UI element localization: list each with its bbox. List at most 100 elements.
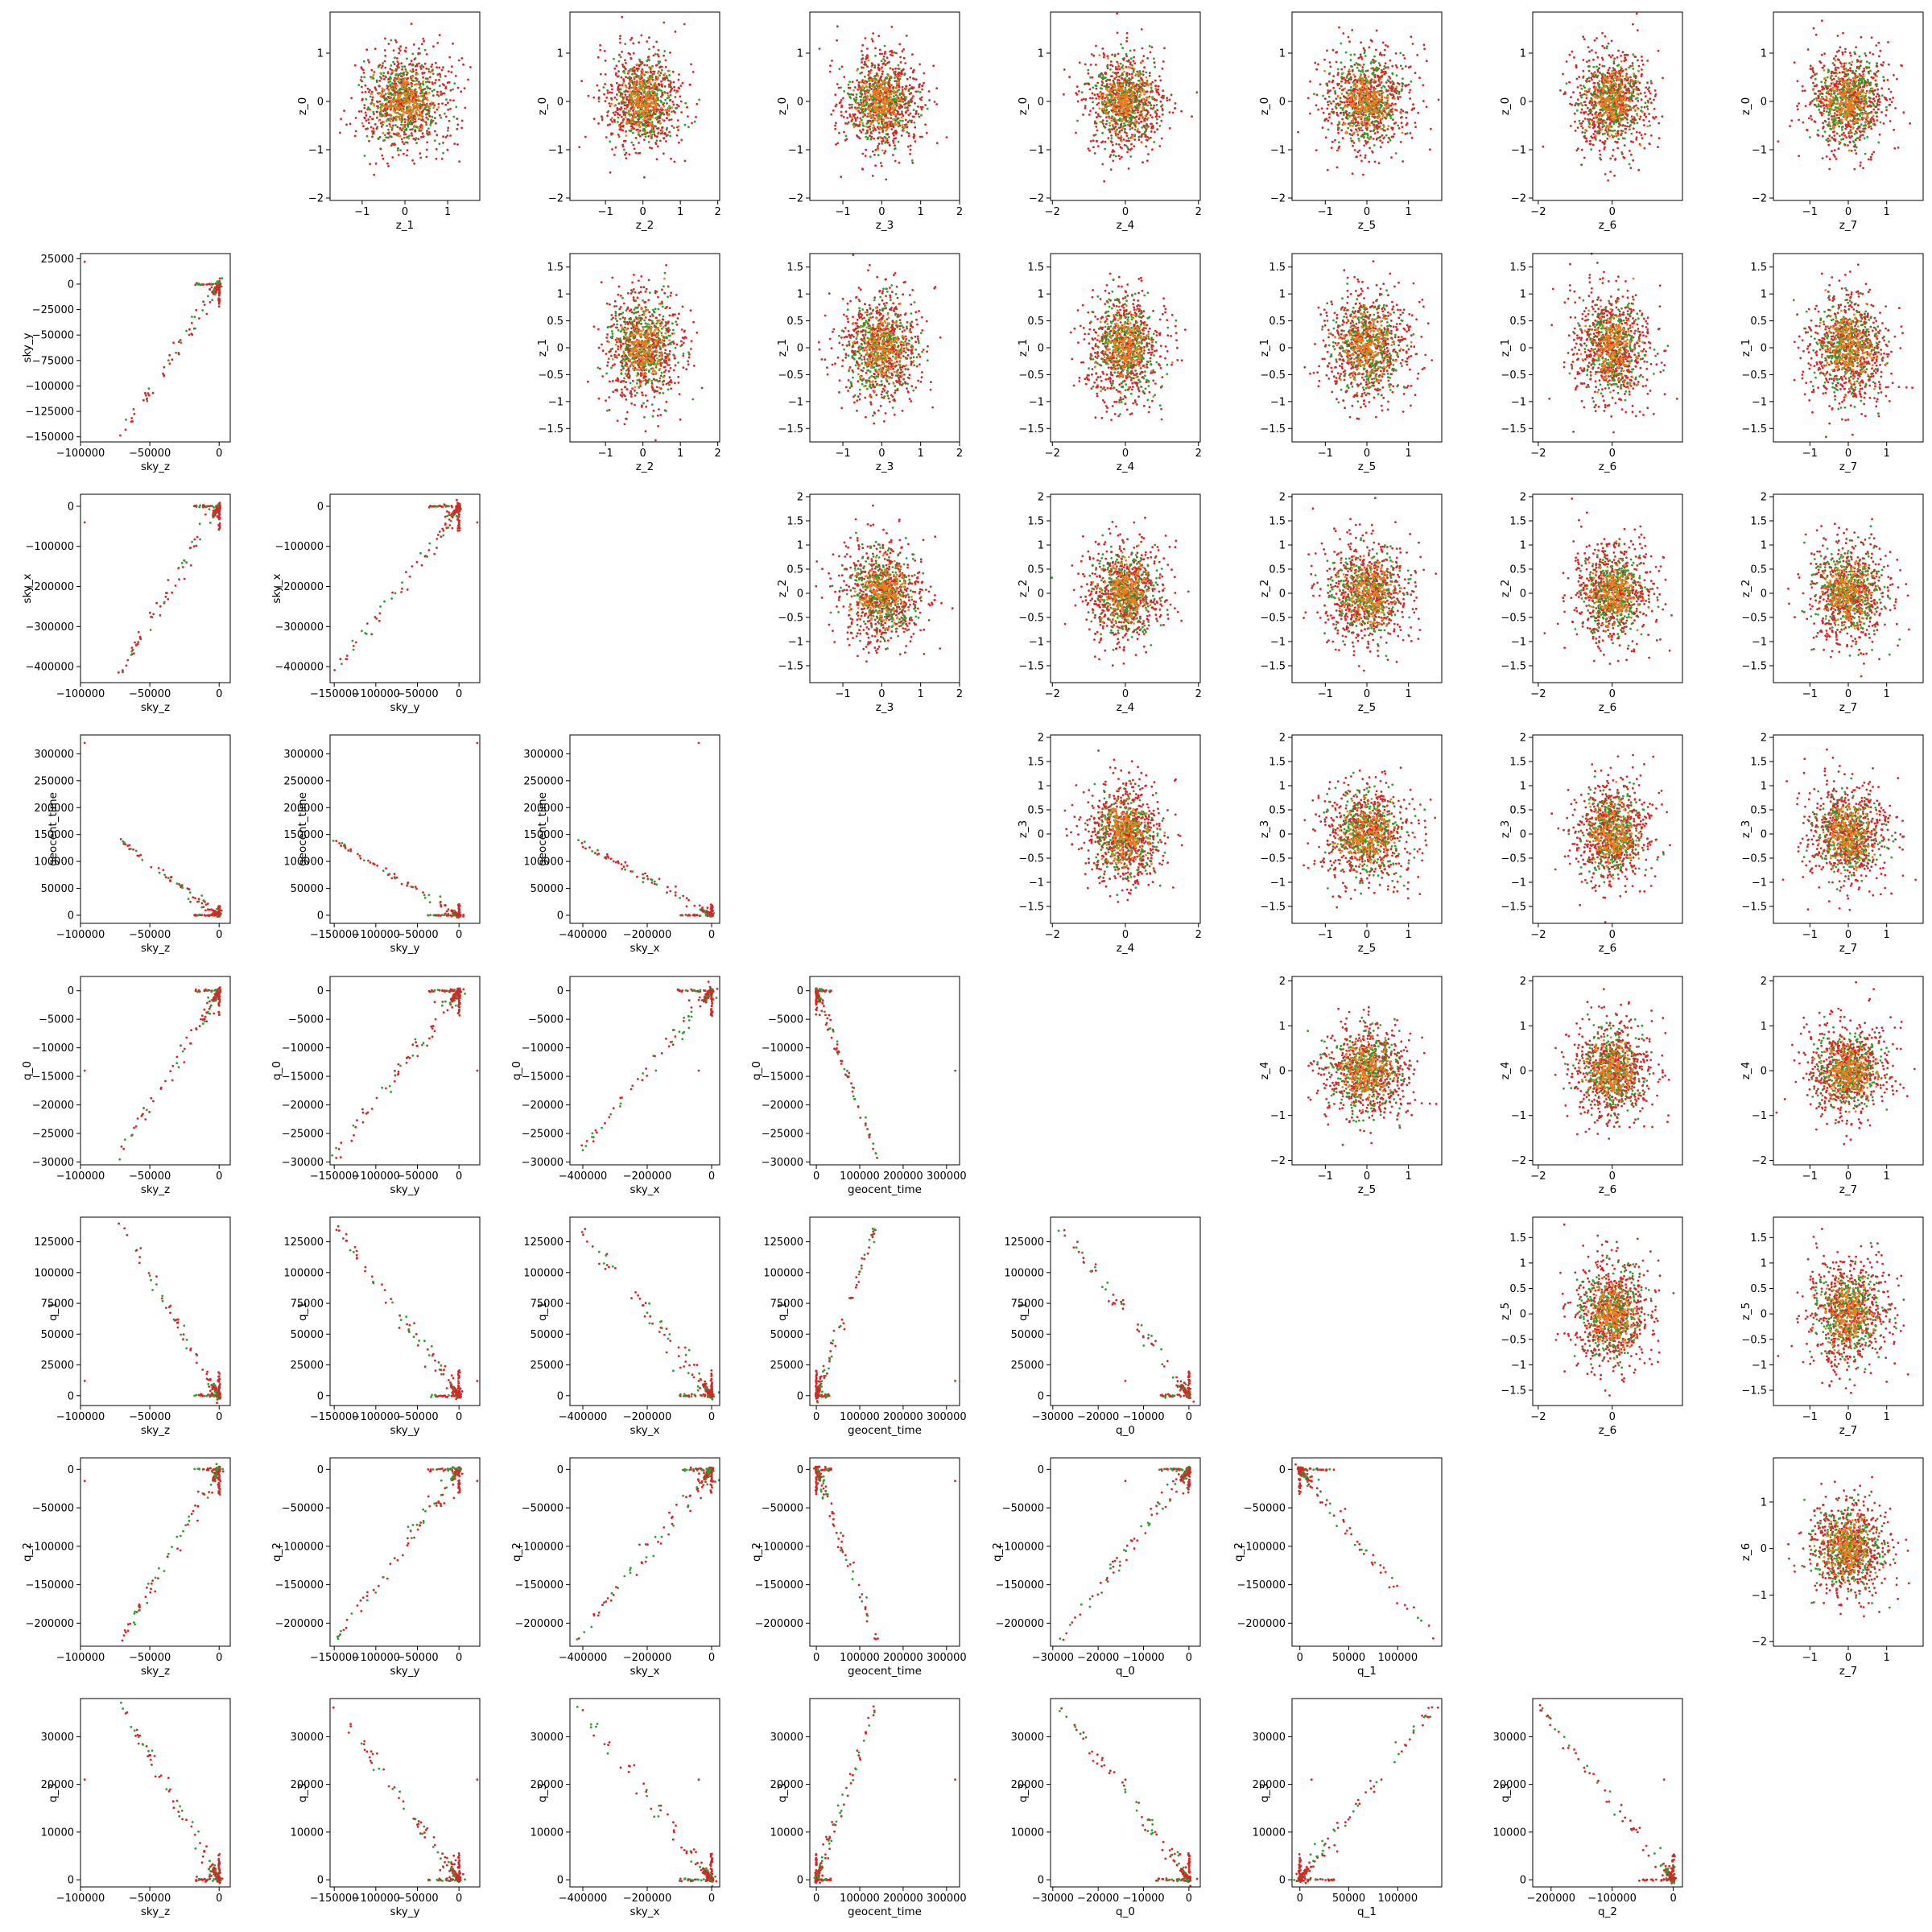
x-tick-label: 0: [456, 929, 462, 941]
scatter-point: [204, 910, 207, 912]
scatter-point: [444, 1001, 447, 1003]
scatter-point: [219, 502, 221, 504]
scatter-point: [185, 1037, 188, 1039]
scatter-point: [631, 1084, 634, 1087]
scatter-point: [450, 989, 452, 991]
scatter-point: [421, 564, 423, 567]
y-tick-label: −25000: [32, 1129, 74, 1141]
scatter-point: [335, 1147, 337, 1150]
scatter-point: [431, 989, 433, 992]
scatter-point: [654, 1055, 656, 1058]
scatter-point: [675, 891, 677, 894]
scatter-point: [134, 642, 136, 644]
scatter-point: [816, 1007, 819, 1009]
scatter-point: [709, 986, 712, 989]
scatter-point: [204, 914, 206, 916]
scatter-point: [166, 592, 168, 594]
scatter-point: [193, 539, 196, 541]
scatter-point: [204, 1016, 207, 1018]
scatter-point: [189, 901, 192, 903]
scatter-point: [693, 905, 696, 907]
scatter-point: [623, 865, 625, 868]
x-tick-label: 0: [456, 688, 462, 700]
scatter-point: [184, 1048, 186, 1051]
scatter-point: [442, 506, 444, 508]
scatter-point: [419, 552, 422, 555]
scatter-point: [195, 914, 197, 916]
y-tick-label: −30000: [32, 1157, 74, 1169]
scatter-point: [457, 504, 460, 506]
scatter-point: [426, 1045, 428, 1047]
points: [333, 499, 478, 671]
scatter-point: [401, 883, 403, 886]
scatter-point: [191, 316, 193, 318]
scatter-point: [169, 1070, 171, 1072]
scatter-point: [831, 1037, 833, 1039]
scatter-point: [875, 1153, 877, 1155]
scatter-point: [442, 535, 444, 537]
scatter-point: [361, 630, 363, 632]
scatter-point: [820, 1009, 823, 1012]
scatter-point: [416, 561, 419, 564]
scatter-point: [346, 658, 349, 660]
scatter-point: [679, 897, 681, 899]
scatter-point: [440, 904, 442, 906]
scatter-point: [448, 514, 451, 516]
scatter-point: [844, 1074, 847, 1076]
scatter-point: [444, 503, 446, 506]
scatter-point: [194, 897, 196, 899]
scatter-point: [437, 989, 440, 991]
x-tick-label: 200000: [883, 1170, 923, 1183]
scatter-point: [147, 392, 150, 394]
scatter-point: [167, 359, 170, 361]
scatter-point: [197, 283, 200, 286]
scatter-point: [824, 1014, 827, 1017]
scatter-point: [444, 991, 446, 993]
x-tick-label: −100000: [352, 929, 401, 941]
scatter-point: [661, 1052, 663, 1055]
scatter-point: [421, 1044, 423, 1046]
scatter-point: [119, 435, 122, 437]
scatter-point: [163, 366, 166, 369]
x-axis-label: sky_y: [390, 942, 419, 955]
scatter-point: [848, 1072, 850, 1075]
scatter-point: [435, 914, 437, 916]
scatter-point: [429, 901, 431, 903]
scatter-point: [335, 1157, 337, 1159]
scatter-point: [828, 1014, 831, 1017]
scatter-point: [711, 990, 713, 993]
scatter-point: [709, 913, 712, 915]
scatter-point: [428, 543, 431, 545]
y-tick-label: 0: [317, 910, 324, 922]
scatter-point: [457, 995, 460, 997]
scatter-point: [369, 861, 372, 864]
scatter-point: [644, 873, 646, 875]
scatter-point: [196, 1028, 198, 1030]
scatter-point: [608, 857, 610, 859]
scatter-point: [204, 303, 206, 306]
scatter-point: [148, 394, 151, 397]
scatter-point: [846, 1070, 848, 1072]
scatter-point: [711, 1002, 713, 1005]
x-axis-label: sky_y: [390, 1183, 419, 1196]
panel-q_0-vs-sky_y: −150000−100000−50000 0−30000−25000−20000−…: [270, 976, 480, 1196]
scatter-point: [218, 905, 221, 907]
scatter-point: [707, 906, 709, 909]
scatter-point: [406, 885, 408, 887]
scatter-point: [665, 1038, 667, 1040]
scatter-point: [178, 578, 180, 580]
scatter-point: [458, 515, 460, 518]
scatter-point: [681, 991, 683, 993]
scatter-point: [178, 567, 180, 569]
scatter-point: [820, 989, 823, 992]
scatter-point: [434, 989, 436, 992]
y-tick-label: 0: [68, 910, 74, 922]
scatter-point: [407, 588, 409, 591]
scatter-point: [824, 1010, 826, 1013]
y-tick-label: −30000: [762, 1157, 803, 1169]
scatter-point: [168, 362, 171, 365]
points: [332, 742, 479, 919]
scatter-point: [144, 392, 147, 394]
scatter-point: [428, 1038, 431, 1040]
scatter-point: [206, 989, 208, 992]
